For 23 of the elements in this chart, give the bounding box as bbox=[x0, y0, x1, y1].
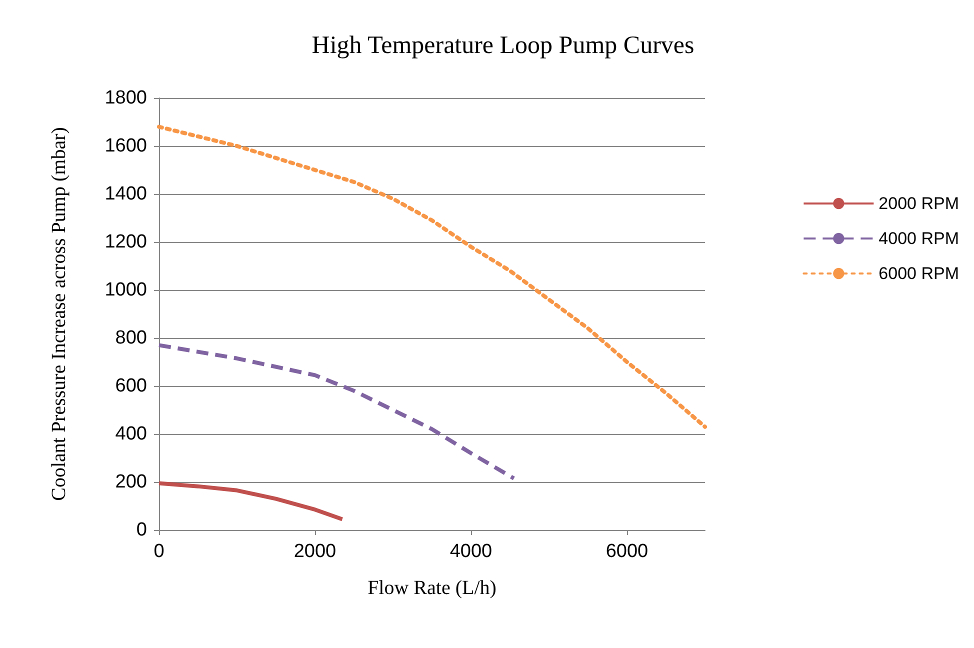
line-series bbox=[157, 481, 344, 522]
y-tick-label: 1800 bbox=[104, 88, 147, 108]
y-tick-label: 400 bbox=[115, 424, 147, 444]
y-tick-label: 1400 bbox=[104, 184, 147, 204]
y-axis-title: Coolant Pressure Increase across Pump (mbar) bbox=[48, 127, 70, 501]
y-tick-label: 1000 bbox=[104, 280, 147, 300]
y-tick-label: 200 bbox=[115, 472, 147, 492]
y-tick-label: 0 bbox=[136, 520, 147, 540]
x-tick-label: 0 bbox=[154, 541, 164, 562]
line-series bbox=[157, 343, 516, 480]
x-tick-label: 2000 bbox=[294, 541, 336, 562]
x-tick-label: 4000 bbox=[450, 541, 492, 562]
legend-label: 6000 RPM bbox=[878, 264, 960, 283]
y-tick-label: 600 bbox=[115, 376, 147, 396]
legend-label: 4000 RPM bbox=[878, 229, 960, 248]
legend-label: 2000 RPM bbox=[878, 194, 960, 213]
chart-title: High Temperature Loop Pump Curves bbox=[312, 32, 694, 59]
y-tick-label: 800 bbox=[115, 328, 147, 348]
x-axis-title: Flow Rate (L/h) bbox=[368, 577, 496, 599]
y-tick-label: 1200 bbox=[104, 232, 147, 252]
x-tick-label: 6000 bbox=[606, 541, 648, 562]
y-tick-label: 1600 bbox=[104, 136, 147, 156]
line-series bbox=[157, 124, 707, 429]
